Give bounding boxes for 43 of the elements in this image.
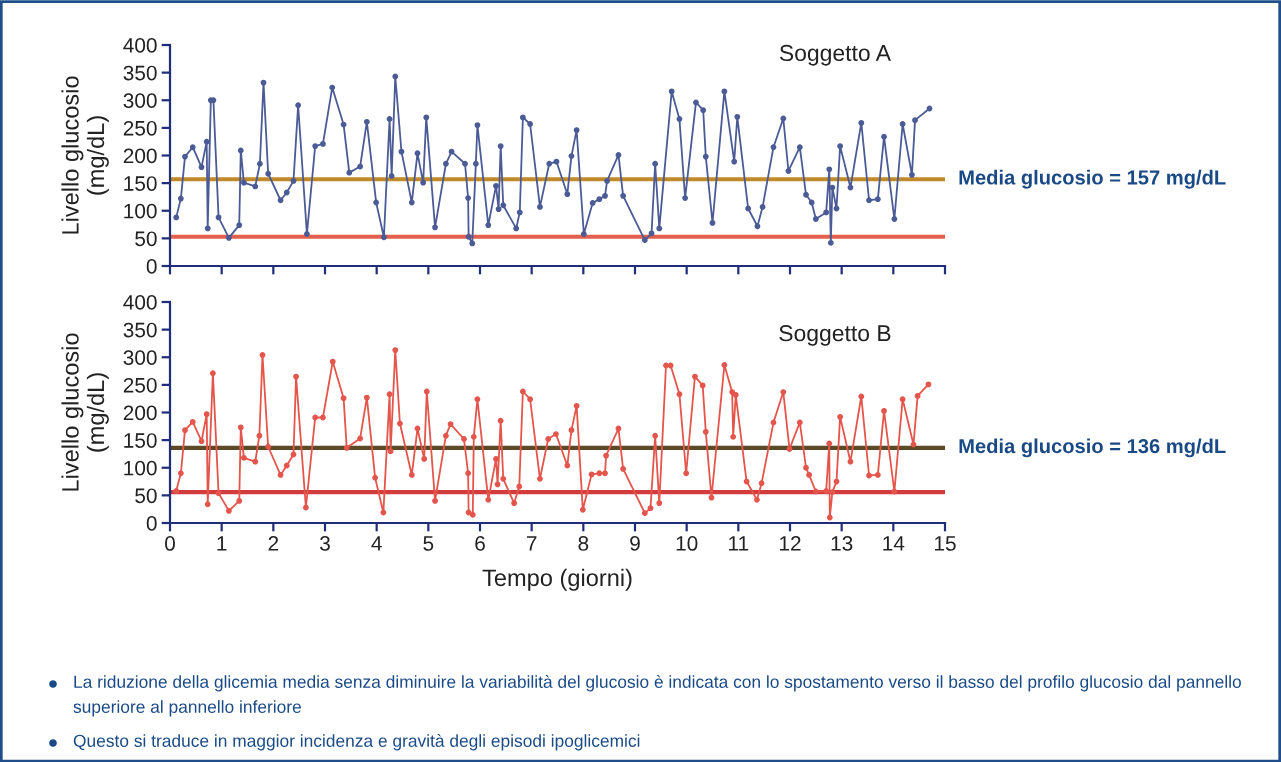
y-tick-label: 250 xyxy=(123,120,157,136)
x-tick-label: 0 xyxy=(165,536,175,551)
x-tick-label: 4 xyxy=(371,536,382,551)
x-tick-label: 13 xyxy=(831,536,853,551)
text: Questo si traduce in maggior incidenza e gravità degli episodi ipoglicemici xyxy=(73,734,640,751)
y-tick-label: 0 xyxy=(146,259,157,274)
x-tick-label: 3 xyxy=(320,536,330,551)
x-tick-label: 9 xyxy=(630,536,640,551)
y-tick-label: 300 xyxy=(123,350,157,365)
x-tick-label: 5 xyxy=(423,536,434,551)
chart-title: Soggetto A xyxy=(779,44,891,66)
x-tick-label: 8 xyxy=(578,536,589,551)
y-axis-title: Livello glucosio (mg/dL) xyxy=(61,333,109,491)
x-tick-label: 15 xyxy=(935,536,956,551)
y-tick-label: 250 xyxy=(123,377,157,393)
x-tick-label: 14 xyxy=(883,536,905,551)
y-tick-label: 150 xyxy=(124,433,157,448)
x-tick-label: 2 xyxy=(268,536,279,551)
text: Soggetto B xyxy=(779,325,891,346)
x-tick-label: 12 xyxy=(780,536,801,551)
x-tick-label: 7 xyxy=(526,536,537,551)
x-tick-label: 1 xyxy=(217,536,227,551)
ref-line-label: Media glucosio = 136 mg/dL xyxy=(959,438,1226,458)
y-tick-label: 300 xyxy=(123,93,157,108)
x-tick-label: 6 xyxy=(475,536,485,551)
y-tick-label: 0 xyxy=(146,516,157,531)
y-tick-label: 50 xyxy=(135,488,157,504)
x-tick-label: 11 xyxy=(729,536,749,551)
y-axis-title: Livello glucosio (mg/dL) xyxy=(61,76,109,234)
y-tick-label: 400 xyxy=(123,38,157,53)
y-tick-label: 350 xyxy=(123,322,157,338)
x-axis-title: Tempo (giorni) xyxy=(482,568,632,591)
y-tick-label: 150 xyxy=(124,176,157,191)
y-tick-label: 100 xyxy=(124,203,157,219)
y-tick-label: 200 xyxy=(123,148,157,164)
y-tick-label: 350 xyxy=(123,65,157,81)
y-tick-label: 50 xyxy=(135,231,157,247)
ref-line-label: Media glucosio = 157 mg/dL xyxy=(959,169,1226,189)
x-tick-label: 10 xyxy=(676,536,698,551)
y-tick-label: 200 xyxy=(123,405,157,421)
y-tick-label: 400 xyxy=(123,295,157,310)
text: La riduzione della glicemia media senza diminuire la variabilità del glucosio è indicata con lo spostamento verso il basso del profilo glucosio dal pannello superiore al pannello inferiore xyxy=(73,675,1241,717)
y-tick-label: 100 xyxy=(124,460,157,476)
